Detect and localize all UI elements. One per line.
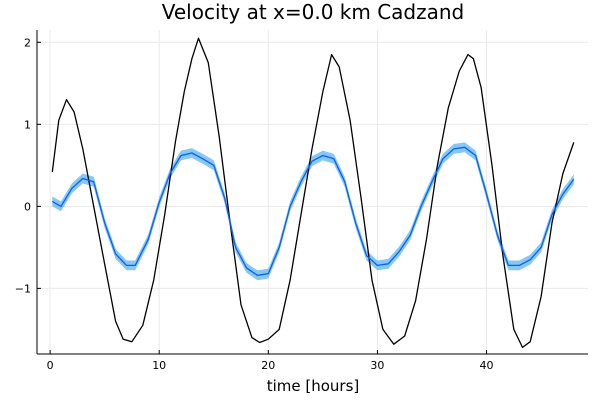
x-axis-label: time [hours] [267, 377, 360, 395]
x-tick-label-3: 30 [370, 359, 384, 372]
series-1-line [51, 146, 575, 276]
y-tick-label-0: −1 [15, 282, 31, 295]
series-0-line [51, 37, 575, 349]
series-layer [51, 37, 575, 349]
y-tick-label-1: 0 [24, 200, 31, 213]
tick-labels: 0 10 20 30 40 −1 0 1 2 [15, 36, 494, 372]
x-tick-label-1: 10 [152, 359, 166, 372]
x-tick-label-0: 0 [47, 359, 54, 372]
axes [36, 30, 588, 355]
x-tick-label-2: 20 [261, 359, 275, 372]
x-tick-label-4: 40 [480, 359, 494, 372]
y-tick-label-3: 2 [24, 36, 31, 49]
y-tick-label-2: 1 [24, 118, 31, 131]
chart-title: Velocity at x=0.0 km Cadzand [162, 0, 465, 24]
